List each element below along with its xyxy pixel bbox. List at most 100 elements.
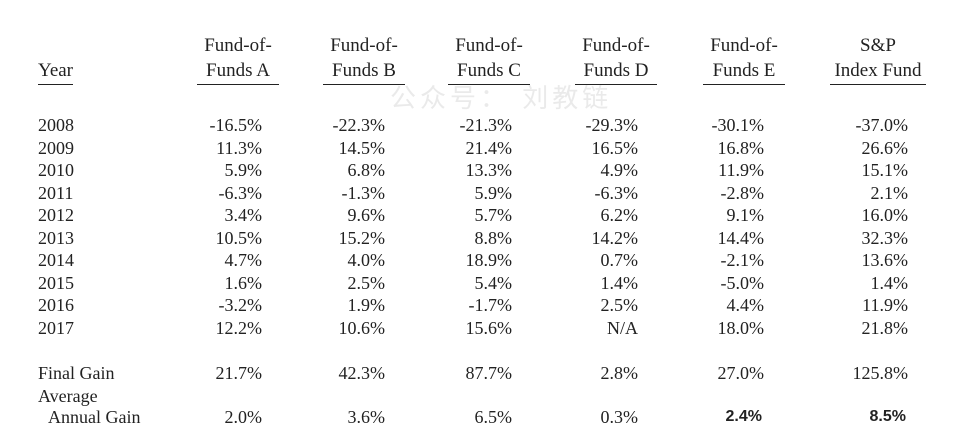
- cell-a: 12.2%: [215, 317, 263, 338]
- row-year: 2013: [38, 227, 74, 248]
- cell-a: 1.6%: [224, 272, 263, 293]
- avg-gain-b: 3.6%: [347, 407, 386, 427]
- cell-c: 5.9%: [474, 182, 513, 203]
- cell-c: 21.4%: [465, 137, 513, 158]
- cell-sp: 32.3%: [861, 227, 909, 248]
- header-fund-a: Fund-of- Funds A: [197, 33, 279, 85]
- table-row: 2013 10.5% 15.2% 8.8% 14.2% 14.4% 32.3%: [0, 227, 960, 249]
- table-row: 2016 -3.2% 1.9% -1.7% 2.5% 4.4% 11.9%: [0, 294, 960, 316]
- cell-sp: 26.6%: [861, 137, 909, 158]
- cell-c: 18.9%: [465, 250, 513, 270]
- cell-e: -2.8%: [720, 182, 765, 203]
- header-fund-e-line1: Fund-of-: [710, 35, 778, 56]
- header-sp-index: S&P Index Fund: [830, 33, 926, 85]
- cell-b: 4.0%: [347, 250, 386, 270]
- cell-b: -1.3%: [341, 182, 386, 203]
- final-gain-a: 21.7%: [215, 363, 263, 383]
- table-row: 2011 -6.3% -1.3% 5.9% -6.3% -2.8% 2.1%: [0, 182, 960, 204]
- table-row: 2017 12.2% 10.6% 15.6% N/A 18.0% 21.8%: [0, 317, 960, 339]
- cell-d: N/A: [607, 317, 638, 338]
- avg-gain-c: 6.5%: [474, 407, 513, 427]
- avg-gain-d: 0.3%: [600, 407, 639, 427]
- cell-b: 14.5%: [338, 137, 386, 158]
- cell-sp: 21.8%: [861, 317, 909, 338]
- cell-a: -16.5%: [209, 115, 263, 135]
- cell-b: 9.6%: [347, 205, 386, 225]
- header-fund-e: Fund-of- Funds E: [703, 33, 785, 85]
- final-gain-c: 87.7%: [465, 363, 513, 383]
- final-gain-d: 2.8%: [600, 363, 639, 383]
- header-fund-a-line2: Funds A: [197, 58, 279, 85]
- cell-d: 0.7%: [600, 250, 639, 270]
- avg-gain-e: 2.4%: [725, 408, 762, 425]
- final-gain-label: Final Gain: [38, 363, 115, 383]
- header-fund-d: Fund-of- Funds D: [575, 33, 657, 85]
- header-fund-e-line2: Funds E: [703, 58, 785, 85]
- cell-d: -29.3%: [585, 115, 639, 135]
- cell-d: 16.5%: [591, 137, 639, 158]
- row-year: 2008: [38, 115, 74, 135]
- row-year: 2012: [38, 205, 74, 225]
- cell-b: 2.5%: [347, 272, 386, 293]
- header-fund-b-line2: Funds B: [323, 58, 405, 85]
- cell-b: 6.8%: [347, 160, 386, 180]
- header-sp-line2: Index Fund: [830, 58, 926, 85]
- table-row: 2008 -16.5% -22.3% -21.3% -29.3% -30.1% -37.0%: [0, 114, 960, 136]
- header-fund-c-line1: Fund-of-: [455, 35, 523, 56]
- cell-e: 11.9%: [718, 160, 764, 180]
- table-row: 2012 3.4% 9.6% 5.7% 6.2% 9.1% 16.0%: [0, 204, 960, 226]
- cell-e: 16.8%: [717, 137, 765, 158]
- cell-a: 5.9%: [224, 160, 263, 180]
- cell-d: -6.3%: [594, 182, 639, 203]
- cell-c: 8.8%: [474, 227, 513, 248]
- cell-d: 6.2%: [600, 205, 639, 225]
- cell-c: -1.7%: [468, 295, 513, 315]
- cell-e: -5.0%: [720, 272, 765, 293]
- table-row: 2010 5.9% 6.8% 13.3% 4.9% 11.9% 15.1%: [0, 159, 960, 181]
- cell-sp: -37.0%: [855, 115, 909, 135]
- average-annual-gain-row: Annual Gain 2.0% 3.6% 6.5% 0.3% 2.4% 8.5…: [0, 406, 960, 428]
- cell-sp: 1.4%: [870, 272, 909, 293]
- row-year: 2011: [38, 182, 74, 203]
- avg-gain-a: 2.0%: [224, 407, 263, 427]
- cell-c: 13.3%: [465, 160, 513, 180]
- table-row: 2015 1.6% 2.5% 5.4% 1.4% -5.0% 1.4%: [0, 272, 960, 294]
- cell-sp: 15.1%: [861, 160, 909, 180]
- cell-d: 14.2%: [591, 227, 639, 248]
- row-year: 2014: [38, 250, 74, 270]
- cell-a: 11.3%: [216, 137, 262, 158]
- header-year: Year: [38, 58, 74, 85]
- cell-c: 15.6%: [465, 317, 513, 338]
- average-label-row: Average: [0, 385, 960, 407]
- header-fund-a-line1: Fund-of-: [204, 35, 272, 56]
- cell-sp: 2.1%: [870, 182, 909, 203]
- cell-b: 15.2%: [338, 227, 386, 248]
- cell-a: 10.5%: [215, 227, 263, 248]
- final-gain-row: Final Gain 21.7% 42.3% 87.7% 2.8% 27.0% …: [0, 362, 960, 384]
- cell-sp: 16.0%: [861, 205, 909, 225]
- header-fund-d-line2: Funds D: [575, 58, 657, 85]
- cell-c: -21.3%: [459, 115, 513, 135]
- cell-a: -3.2%: [218, 295, 263, 315]
- cell-b: 10.6%: [338, 317, 386, 338]
- cell-c: 5.7%: [474, 205, 513, 225]
- final-gain-b: 42.3%: [338, 363, 386, 383]
- cell-e: 4.4%: [726, 295, 765, 315]
- cell-b: 1.9%: [347, 295, 386, 315]
- cell-sp: 11.9%: [862, 295, 908, 315]
- cell-a: -6.3%: [218, 182, 263, 203]
- row-year: 2010: [38, 160, 74, 180]
- watermark-text: 公众号： 刘教链: [390, 84, 613, 114]
- average-label-line1: Average: [38, 386, 98, 406]
- avg-gain-sp: 8.5%: [869, 408, 906, 425]
- cell-e: 14.4%: [717, 227, 765, 248]
- row-year: 2009: [38, 137, 74, 158]
- row-year: 2016: [38, 295, 74, 315]
- cell-sp: 13.6%: [861, 250, 909, 270]
- header-year-label: Year: [38, 58, 74, 85]
- row-year: 2015: [38, 272, 74, 293]
- cell-d: 4.9%: [600, 160, 639, 180]
- row-year: 2017: [38, 317, 74, 338]
- header-fund-c-line2: Funds C: [448, 58, 530, 85]
